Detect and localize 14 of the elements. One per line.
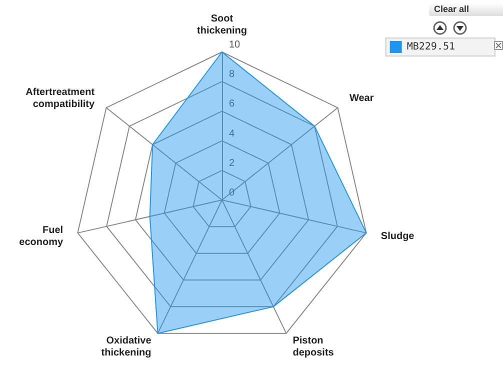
y-tick-label: 8 [229,69,235,80]
spoke-label: Aftertreatment compatibility [26,86,96,110]
y-tick-label: 2 [229,158,235,169]
spoke-label: Sludge [380,230,415,242]
spoke-label: Piston deposits [292,335,334,358]
spoke-label: Oxidative thickening [101,335,152,358]
spoke-label: Wear [349,92,374,104]
spoke-label: Fuel economy [19,224,64,248]
y-tick-label: 4 [229,128,235,140]
legend-label: MB229.51 [406,42,456,52]
y-tick-label: 10 [229,40,241,50]
y-tick-label: 6 [229,98,235,110]
text: Clear all [429,3,503,16]
spoke-label: Soot thickening [196,14,248,36]
